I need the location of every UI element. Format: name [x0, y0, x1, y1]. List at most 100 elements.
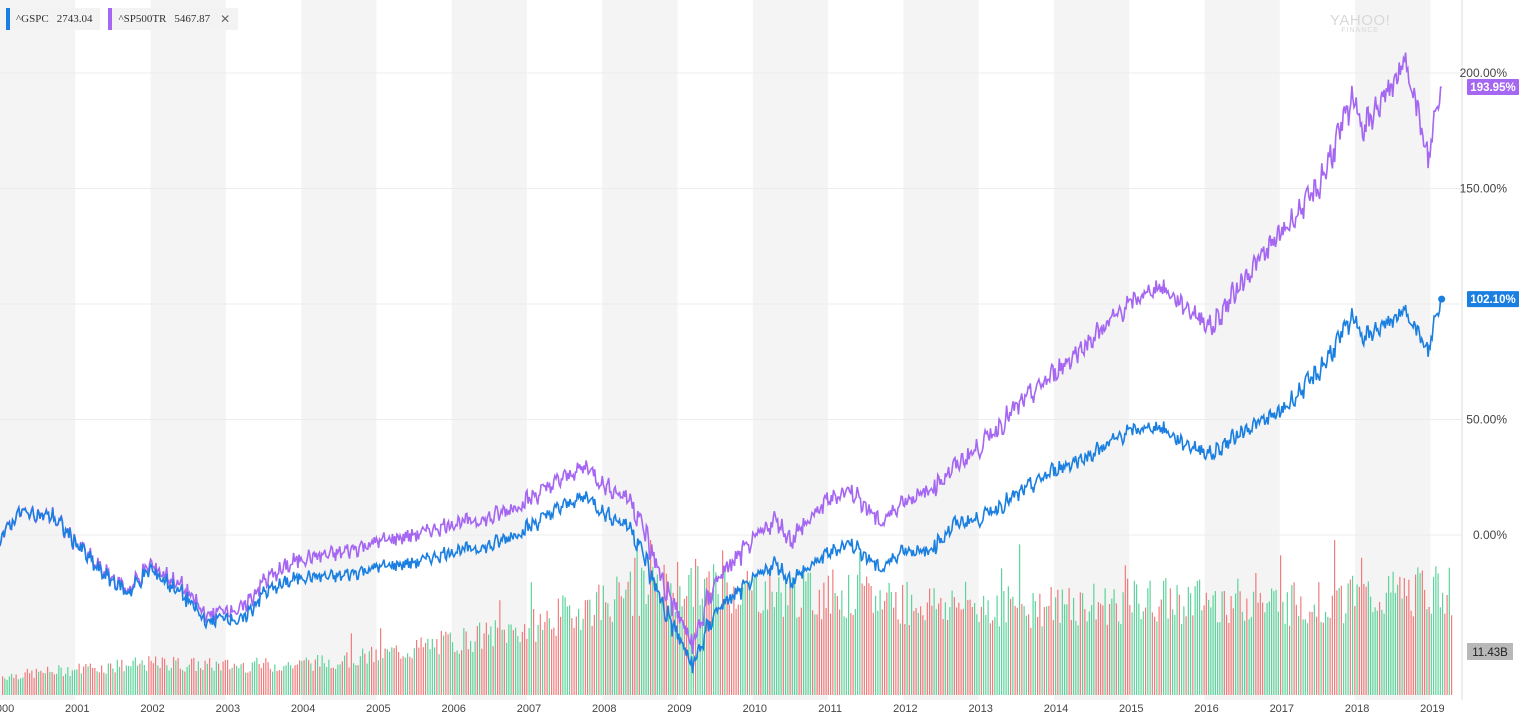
volume-bar	[497, 627, 499, 695]
volume-bar	[922, 615, 924, 695]
volume-bar	[920, 606, 922, 695]
volume-bar	[1293, 582, 1295, 695]
volume-bar	[839, 609, 841, 695]
volume-bar	[150, 660, 152, 695]
volume-bar	[746, 570, 748, 695]
volume-bar	[1241, 611, 1243, 695]
volume-bar	[20, 678, 22, 695]
volume-bar	[926, 602, 928, 695]
volume-bar	[1451, 615, 1453, 695]
volume-bar	[737, 604, 739, 695]
volume-bar	[944, 602, 946, 695]
volume-bar	[1142, 611, 1144, 695]
volume-bar	[1248, 619, 1250, 695]
volume-bar	[656, 574, 658, 695]
volume-bar	[272, 671, 274, 695]
volume-bar	[409, 656, 411, 695]
x-tick-label: 2005	[366, 703, 390, 715]
volume-bar	[276, 671, 278, 695]
volume-bar	[1021, 604, 1023, 695]
volume-bar	[74, 669, 76, 695]
volume-bar	[1165, 578, 1167, 695]
volume-bar	[888, 582, 890, 695]
volume-bar	[1408, 579, 1410, 695]
volume-bar	[321, 655, 323, 695]
volume-bar	[1388, 575, 1390, 695]
volume-bar	[265, 658, 267, 695]
y-axis: 0.00% 50.00% 150.00% 200.00%	[1460, 66, 1508, 542]
legend-value: 5467.87	[174, 13, 211, 25]
volume-bar	[332, 667, 334, 695]
year-band-2000	[0, 0, 76, 700]
volume-bar	[1419, 573, 1421, 695]
volume-bar	[796, 617, 798, 695]
legend-swatch-sp500tr	[108, 8, 113, 30]
volume-bar	[407, 653, 409, 695]
volume-bar	[314, 659, 316, 695]
volume-bar	[1275, 589, 1277, 695]
volume-bar	[845, 617, 847, 695]
legend-item-gspc[interactable]: ^GSPC 2743.04	[6, 8, 101, 30]
volume-bar	[1016, 607, 1018, 695]
volume-bar	[1320, 621, 1322, 695]
volume-bar	[677, 561, 679, 695]
volume-bar	[440, 631, 442, 695]
volume-bar	[391, 647, 393, 695]
volume-bar	[1428, 607, 1430, 695]
volume-bar	[1205, 592, 1207, 695]
volume-bar	[634, 557, 636, 695]
volume-bar	[121, 659, 123, 695]
legend-item-sp500tr[interactable]: ^SP500TR 5467.87 ✕	[108, 8, 239, 30]
volume-bar	[281, 670, 283, 695]
volume-bar	[1181, 624, 1183, 695]
volume-bar	[897, 619, 899, 695]
volume-bar	[1149, 580, 1151, 695]
volume-bar	[629, 571, 631, 695]
volume-bar	[807, 572, 809, 695]
volume-bar	[105, 673, 107, 695]
volume-bar	[1250, 616, 1252, 695]
close-icon[interactable]: ✕	[220, 12, 231, 26]
volume-bar	[299, 660, 301, 695]
volume-bar	[26, 668, 28, 695]
volume-bar	[1012, 596, 1014, 695]
volume-bar	[785, 576, 787, 695]
volume-bar	[782, 616, 784, 695]
volume-bar	[1133, 580, 1135, 695]
volume-bar	[1271, 588, 1273, 695]
volume-bar	[843, 616, 845, 695]
volume-bar	[1435, 566, 1437, 695]
volume-bar	[1034, 601, 1036, 695]
volume-bar	[580, 629, 582, 695]
volume-bar	[285, 665, 287, 695]
volume-bar	[1217, 622, 1219, 695]
volume-bar	[328, 659, 330, 695]
volume-bar	[861, 583, 863, 695]
volume-bar	[1147, 588, 1149, 695]
volume-bar	[1383, 613, 1385, 695]
volume-bar	[461, 650, 463, 695]
volume-bar	[389, 651, 391, 695]
volume-bar	[690, 568, 692, 695]
badge-volume: 11.43B	[1472, 647, 1508, 659]
y-tick-label: 150.00%	[1460, 182, 1508, 196]
volume-bar	[1291, 585, 1293, 695]
year-band-2002	[150, 0, 226, 700]
volume-bar	[1282, 601, 1284, 695]
volume-bar	[481, 648, 483, 695]
volume-bar	[492, 646, 494, 695]
volume-bar	[463, 628, 465, 695]
volume-bar	[526, 638, 528, 695]
volume-bar	[294, 665, 296, 695]
volume-bar	[6, 679, 8, 695]
volume-bar	[949, 607, 951, 695]
volume-bar	[114, 672, 116, 695]
volume-bar	[1048, 605, 1050, 695]
volume-bar	[985, 614, 987, 695]
volume-bar	[645, 604, 647, 695]
volume-bar	[1338, 588, 1340, 695]
volume-bar	[1385, 592, 1387, 695]
volume-bar	[902, 584, 904, 695]
volume-bar	[1041, 626, 1043, 695]
volume-bar	[170, 668, 172, 695]
